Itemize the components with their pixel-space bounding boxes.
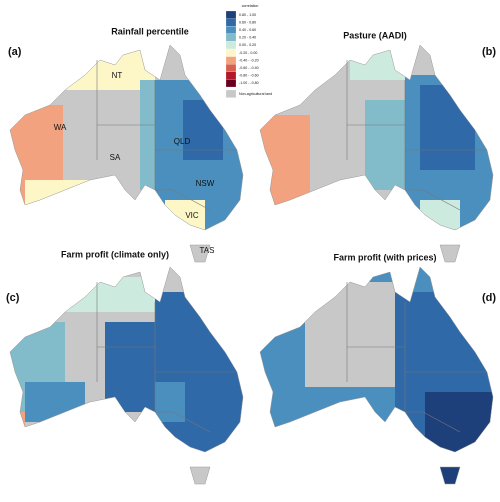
- state-label: SA: [110, 153, 121, 162]
- map-c: [5, 262, 250, 492]
- legend-swatch: [225, 79, 237, 88]
- legend-swatch: [225, 56, 237, 65]
- state-label: TAS: [200, 246, 215, 255]
- legend-swatch: [225, 10, 237, 19]
- legend-label: 0.80 - 1.00: [239, 13, 256, 17]
- legend-label: -1.00 - -0.80: [239, 81, 259, 85]
- state-label: NSW: [196, 179, 215, 188]
- panel-title: Farm profit (climate only): [61, 249, 169, 259]
- legend-swatch: [225, 48, 237, 57]
- legend: correlation 0.80 - 1.00 0.60 - 0.80 0.40 -…: [225, 4, 272, 98]
- panel-title: Pasture (AADI): [343, 30, 407, 40]
- legend-label: -0.20 - 0.00: [239, 51, 257, 55]
- state-label: VIC: [185, 211, 199, 220]
- map-b: [255, 40, 500, 270]
- panel-label: (a): [8, 46, 22, 58]
- legend-swatch: [225, 41, 237, 50]
- legend-label: Non-agricultural land: [239, 92, 272, 96]
- legend-swatch: [225, 64, 237, 72]
- legend-label: -0.40 - -0.20: [239, 58, 259, 62]
- legend-swatch: [225, 26, 237, 34]
- legend-label: 0.20 - 0.40: [239, 36, 256, 40]
- panel-title: Farm profit (with prices): [333, 252, 436, 262]
- legend-label: -0.80 - -0.60: [239, 74, 259, 78]
- legend-title: correlation: [242, 4, 259, 8]
- map-d: [255, 262, 500, 492]
- legend-label: 0.40 - 0.60: [239, 28, 256, 32]
- panel-label: (b): [482, 46, 496, 58]
- state-label: QLD: [174, 137, 191, 146]
- legend-swatch: [225, 89, 237, 98]
- legend-label: 0.60 - 0.80: [239, 20, 256, 24]
- legend-swatch: [225, 18, 237, 27]
- state-label: WA: [54, 123, 67, 132]
- legend-label: -0.60 - -0.40: [239, 66, 259, 70]
- panel-label: (d): [482, 292, 496, 304]
- legend-swatch: [225, 33, 237, 42]
- legend-swatch: [225, 71, 237, 80]
- map-a: [5, 40, 250, 270]
- legend-label: 0.00 - 0.20: [239, 43, 256, 47]
- panel-label: (c): [6, 292, 20, 304]
- state-label: NT: [112, 71, 123, 80]
- panel-title: Rainfall percentile: [111, 26, 189, 36]
